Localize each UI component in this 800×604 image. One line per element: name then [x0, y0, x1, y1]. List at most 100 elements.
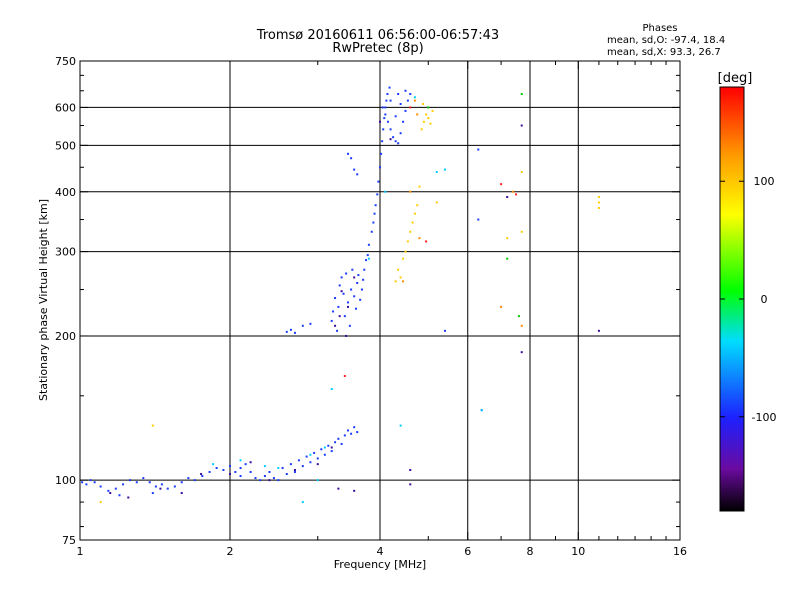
- data-point: [154, 485, 157, 488]
- y-tick-label: 500: [55, 139, 76, 152]
- data-point: [332, 310, 335, 313]
- data-point: [337, 305, 340, 308]
- data-point: [409, 230, 412, 233]
- x-tick-label: 8: [527, 545, 534, 558]
- data-point: [229, 473, 231, 476]
- data-point: [160, 483, 163, 486]
- data-point: [263, 465, 266, 468]
- data-point: [330, 387, 333, 390]
- data-point: [354, 307, 357, 310]
- data-point: [373, 212, 376, 215]
- data-point: [350, 157, 353, 160]
- data-point: [384, 113, 387, 116]
- phase-stats-o: mean, sd,O: -97.4, 18.4: [607, 35, 725, 46]
- x-tick-label: 6: [464, 545, 471, 558]
- data-point: [416, 204, 419, 207]
- data-point: [506, 257, 509, 260]
- data-point: [365, 259, 368, 262]
- data-point: [353, 168, 356, 171]
- data-point: [520, 324, 523, 327]
- data-point: [512, 190, 515, 193]
- data-point: [413, 212, 416, 215]
- data-point: [340, 290, 343, 293]
- data-point: [413, 96, 416, 99]
- data-point: [597, 201, 600, 204]
- y-tick-label: 100: [55, 474, 76, 487]
- data-point: [263, 475, 266, 478]
- data-point: [384, 190, 387, 193]
- data-point: [435, 201, 438, 204]
- data-point: [420, 128, 423, 131]
- y-tick-label: 400: [55, 186, 76, 199]
- data-point: [320, 448, 323, 451]
- data-point: [346, 301, 349, 304]
- data-point: [413, 99, 416, 102]
- data-point: [386, 120, 389, 123]
- data-point: [330, 319, 333, 322]
- data-point: [389, 138, 392, 141]
- data-point: [356, 431, 359, 434]
- data-point: [309, 453, 312, 456]
- data-point: [367, 257, 370, 260]
- data-point: [500, 305, 503, 308]
- data-point: [293, 470, 296, 473]
- y-tick-labels: 75 100 200 300 400 500 600 750: [55, 55, 76, 547]
- data-point: [334, 441, 337, 444]
- data-point: [259, 479, 262, 482]
- data-point: [268, 479, 271, 482]
- data-point: [399, 132, 402, 135]
- data-point: [193, 479, 196, 482]
- chart-title: Tromsø 20160611 06:56:00-06:57:43: [256, 28, 499, 43]
- data-point: [234, 470, 237, 473]
- data-point: [409, 190, 412, 193]
- data-point: [425, 113, 428, 116]
- data-point: [429, 122, 432, 125]
- data-point: [500, 183, 503, 186]
- data-point: [348, 324, 351, 327]
- data-point: [404, 109, 407, 112]
- data-point: [305, 455, 308, 458]
- x-tick-label: 4: [377, 545, 384, 558]
- colorbar-tick-label: -100: [752, 411, 777, 424]
- data-point: [520, 351, 523, 354]
- colorbar-tick-label: 100: [754, 175, 775, 188]
- data-point: [386, 92, 389, 95]
- y-tick-label: 600: [55, 101, 76, 114]
- data-point: [370, 230, 373, 233]
- data-point: [313, 451, 316, 454]
- data-point: [343, 434, 346, 437]
- data-point: [93, 481, 96, 484]
- x-tick-label: 10: [571, 545, 585, 558]
- data-point: [399, 424, 402, 427]
- data-point: [506, 237, 509, 240]
- data-point: [316, 463, 319, 466]
- data-point: [272, 477, 275, 480]
- data-point: [406, 99, 409, 102]
- data-point: [334, 297, 337, 300]
- data-point: [229, 465, 231, 468]
- data-point: [151, 492, 154, 495]
- data-point: [372, 221, 375, 224]
- data-point: [356, 281, 359, 284]
- data-point: [402, 257, 405, 260]
- data-point: [356, 173, 359, 176]
- data-point: [409, 106, 412, 109]
- data-point: [338, 284, 341, 287]
- y-axis-label: Stationary phase Virtual Height [km]: [37, 199, 50, 401]
- data-point: [382, 128, 385, 131]
- data-point: [89, 479, 92, 482]
- data-point: [330, 446, 333, 449]
- x-tick-label: 2: [227, 545, 234, 558]
- data-point: [343, 374, 346, 377]
- data-point: [277, 467, 280, 470]
- data-point: [359, 298, 362, 301]
- data-point: [114, 487, 117, 490]
- data-point: [520, 124, 523, 127]
- data-point: [142, 477, 145, 480]
- data-point: [350, 432, 353, 435]
- data-point: [402, 120, 405, 123]
- data-point: [480, 409, 483, 412]
- data-point: [239, 459, 242, 462]
- data-point: [345, 334, 348, 337]
